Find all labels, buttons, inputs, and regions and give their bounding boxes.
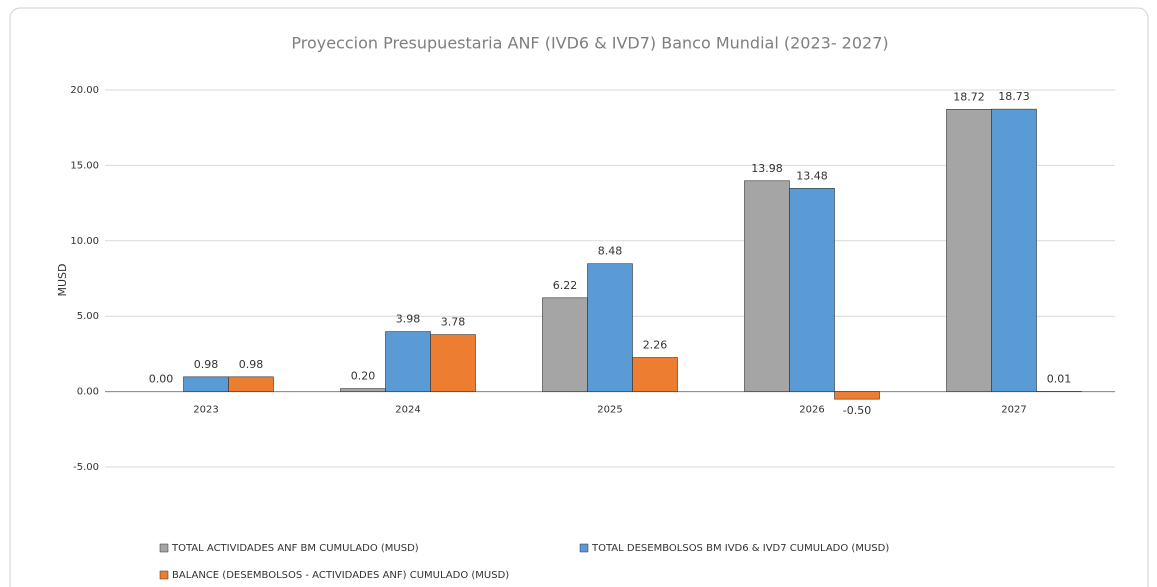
chart-title: Proyeccion Presupuestaria ANF (IVD6 & IV… bbox=[291, 34, 888, 53]
data-label: 0.00 bbox=[149, 373, 174, 386]
x-tick-label: 2025 bbox=[597, 405, 622, 416]
legend-label: TOTAL ACTIVIDADES ANF BM CUMULADO (MUSD) bbox=[171, 543, 419, 554]
bar bbox=[946, 109, 992, 392]
bar bbox=[834, 391, 880, 400]
x-tick-label: 2027 bbox=[1001, 405, 1026, 416]
y-tick-label: 0.00 bbox=[77, 387, 99, 398]
bar bbox=[632, 357, 678, 392]
bar bbox=[991, 108, 1037, 392]
data-label: 18.73 bbox=[998, 90, 1030, 103]
chart-frame bbox=[9, 7, 1149, 587]
data-label: 0.01 bbox=[1047, 372, 1072, 385]
data-label: 0.20 bbox=[351, 370, 376, 383]
data-label: 8.48 bbox=[598, 245, 623, 258]
x-tick-label: 2024 bbox=[395, 405, 420, 416]
data-label: 0.98 bbox=[194, 358, 219, 371]
legend-swatch bbox=[579, 543, 589, 553]
data-label: 13.98 bbox=[751, 162, 783, 175]
legend-swatch bbox=[159, 570, 169, 580]
bar bbox=[542, 297, 588, 392]
data-label: 0.98 bbox=[239, 358, 264, 371]
bar bbox=[430, 334, 476, 392]
data-label: 6.22 bbox=[553, 279, 578, 292]
bar bbox=[744, 180, 790, 392]
data-label: -0.50 bbox=[843, 404, 871, 417]
legend-label: BALANCE (DESEMBOLSOS - ACTIVIDADES ANF) … bbox=[172, 570, 509, 581]
y-tick-label: -5.00 bbox=[73, 462, 99, 473]
bar bbox=[228, 376, 274, 392]
y-tick-label: 5.00 bbox=[77, 311, 99, 322]
bar bbox=[587, 263, 633, 392]
data-label: 3.98 bbox=[396, 313, 421, 326]
bar bbox=[183, 376, 229, 392]
bar bbox=[385, 331, 431, 392]
x-tick-label: 2023 bbox=[193, 405, 218, 416]
data-label: 3.78 bbox=[441, 316, 466, 329]
y-tick-label: 10.00 bbox=[70, 236, 99, 247]
y-tick-label: 15.00 bbox=[70, 160, 99, 171]
legend-label: TOTAL DESEMBOLSOS BM IVD6 & IVD7 CUMULAD… bbox=[591, 543, 889, 554]
x-tick-label: 2026 bbox=[799, 405, 824, 416]
legend-swatch bbox=[159, 543, 169, 553]
data-label: 2.26 bbox=[643, 339, 668, 352]
bar bbox=[789, 188, 835, 392]
y-axis-label: MUSD bbox=[56, 264, 69, 297]
data-label: 18.72 bbox=[953, 90, 985, 103]
bar bbox=[340, 388, 386, 392]
data-label: 13.48 bbox=[796, 169, 828, 182]
y-tick-label: 20.00 bbox=[70, 85, 99, 96]
